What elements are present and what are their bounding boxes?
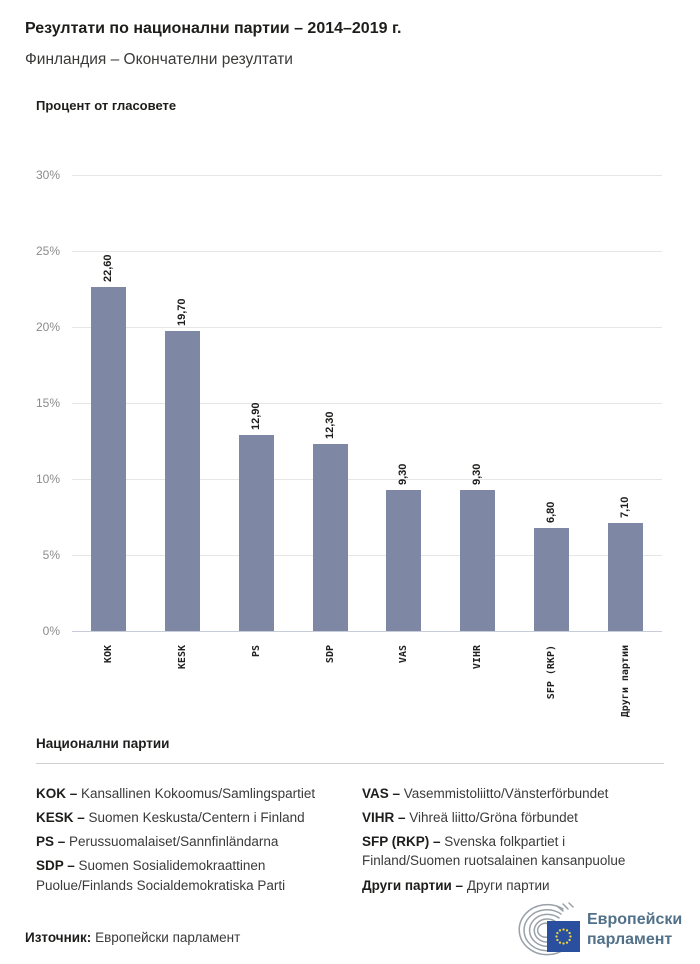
x-axis-label: VIHR [472,645,484,670]
x-axis-label: SFP (RKP) [545,645,557,700]
bar-value-label: 6,80 [544,501,557,523]
legend-entry: VAS – Vasemmistoliitto/Vänsterförbundet [362,784,664,803]
legend-entry-name: Vihreä liitto/Gröna förbundet [405,810,578,826]
legend-entry-name: Suomen Sosialidemokraattinen Puolue/Finl… [36,858,286,893]
x-axis-label: PS [250,645,262,658]
european-parliament-logo: Европейски парламент [505,901,695,959]
source-value: Европейски парламент [95,930,241,945]
bar-SDP [312,443,348,631]
bar-Други партии [607,523,643,631]
legend-entry-name: Suomen Keskusta/Centern i Finland [84,810,305,826]
legend-entry-code: PS – [36,834,66,850]
x-axis-label: KESK [177,645,189,670]
bar-VAS [386,489,422,631]
eu-flag-square [547,921,580,952]
gridline-20% [72,326,662,328]
bar-value-label: 7,10 [618,496,631,518]
gridline-0% [72,631,662,632]
gridline-5% [72,554,662,556]
legend-entry-name: Svenska folkpartiet i Finland/Suomen ruo… [362,834,626,869]
page-title: Резултати по национални партии – 2014–20… [25,20,402,37]
source-line: Източник: Европейски парламент [25,930,240,945]
legend-entry-code: SFP (RKP) – [362,834,441,850]
bar-value-label: 9,30 [471,463,484,485]
legend-entry-code: VIHR – [362,810,406,826]
gridline-10% [72,478,662,480]
bar-KESK [165,331,201,631]
source-label: Източник: [25,930,92,945]
gridline-15% [72,402,662,404]
legend-entry-name: Други партии [463,877,550,893]
y-tick-label: 10% [35,471,60,486]
bar-KOK [91,287,127,631]
gridline-30% [72,174,662,176]
x-axis-label: SDP [324,645,336,664]
legend-entry: PS – Perussuomalaiset/Sannfinländarna [36,832,346,851]
y-tick-label: 30% [35,167,60,182]
x-axis-label: Други партии [619,645,631,718]
legend-entry: KOK – Kansallinen Kokoomus/Samlingsparti… [36,784,346,803]
legend-entry-name: Perussuomalaiset/Sannfinländarna [65,834,279,850]
legend-column-left: KOK – Kansallinen Kokoomus/Samlingsparti… [36,784,362,900]
bar-PS [238,434,274,631]
ep-logo-text: Европейски парламент [587,910,682,949]
bar-SFP (RKP) [533,527,569,631]
legend-entry: VIHR – Vihreä liitto/Gröna förbundet [362,808,664,827]
legend-columns: KOK – Kansallinen Kokoomus/Samlingsparti… [36,784,664,900]
x-axis-label: VAS [398,645,410,664]
x-axis-label: KOK [103,645,115,664]
legend-entry-name: Vasemmistoliitto/Vänsterförbundet [400,786,609,801]
legend-entry-name: Kansallinen Kokoomus/Samlingspartiet [77,786,316,801]
ep-logo-line2: парламент [587,930,673,948]
ep-hemicycle-icon [518,902,580,956]
bar-value-label: 12,90 [249,402,262,430]
legend-entry: SDP – Suomen Sosialidemokraattinen Puolu… [36,856,346,894]
legend-entry-code: Други партии – [362,877,464,893]
bar-value-label: 12,30 [323,411,336,439]
bar-value-label: 9,30 [397,463,410,485]
legend-entry: KESK – Suomen Keskusta/Centern i Finland [36,808,346,827]
legend-divider [36,763,664,764]
y-axis-title: Процент от гласовете [36,98,177,113]
y-tick-label: 25% [35,243,60,258]
eu-stars [555,928,572,945]
legend-entry-code: KOK – [36,786,78,801]
legend-entry-code: VAS – [362,786,401,801]
page-subtitle: Финландия – Окончателни резултати [25,51,293,68]
ep-logo-line1: Европейски [587,911,683,928]
party-legend: Национални партии KOK – Kansallinen Koko… [36,736,664,900]
legend-entry-code: SDP – [36,858,75,874]
y-tick-label: 5% [42,547,60,562]
bar-VIHR [460,489,496,631]
y-tick-label: 20% [35,319,60,334]
y-tick-label: 15% [35,395,60,410]
y-tick-label: 0% [42,624,60,638]
legend-column-right: VAS – Vasemmistoliitto/Vänsterförbundet V… [362,784,664,900]
legend-entry: SFP (RKP) – Svenska folkpartiet i Finlan… [362,832,664,870]
legend-heading: Национални партии [36,736,170,751]
gridline-25% [72,250,662,252]
legend-entry: Други партии – Други партии [362,876,664,895]
legend-entry-code: KESK – [36,810,85,826]
bar-value-label: 22,60 [102,254,115,283]
bar-value-label: 19,70 [176,298,189,327]
